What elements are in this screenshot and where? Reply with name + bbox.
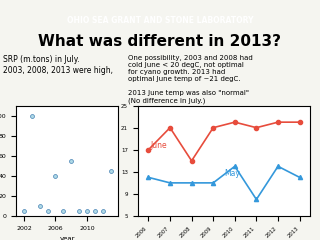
Text: OHIO SEA GRANT AND STONE LABORATORY: OHIO SEA GRANT AND STONE LABORATORY xyxy=(67,16,253,25)
Point xyxy=(92,209,97,213)
Point xyxy=(37,204,42,208)
Point xyxy=(21,209,27,213)
Text: June: June xyxy=(150,141,167,150)
Point xyxy=(108,169,113,173)
Text: May: May xyxy=(224,169,240,178)
X-axis label: year: year xyxy=(60,236,75,240)
Point xyxy=(53,174,58,178)
Point xyxy=(29,114,34,118)
Text: SRP (m.tons) in July.
2003, 2008, 2013 were high,: SRP (m.tons) in July. 2003, 2008, 2013 w… xyxy=(3,55,113,75)
Point xyxy=(100,209,105,213)
Point xyxy=(68,159,74,163)
Point xyxy=(84,209,90,213)
Point xyxy=(76,209,82,213)
Text: One possibility, 2003 and 2008 had
cold June < 20 degC, not optimal
for cyano gr: One possibility, 2003 and 2008 had cold … xyxy=(128,55,253,104)
Point xyxy=(45,209,50,213)
Text: What was different in 2013?: What was different in 2013? xyxy=(38,35,282,49)
Point xyxy=(61,209,66,213)
